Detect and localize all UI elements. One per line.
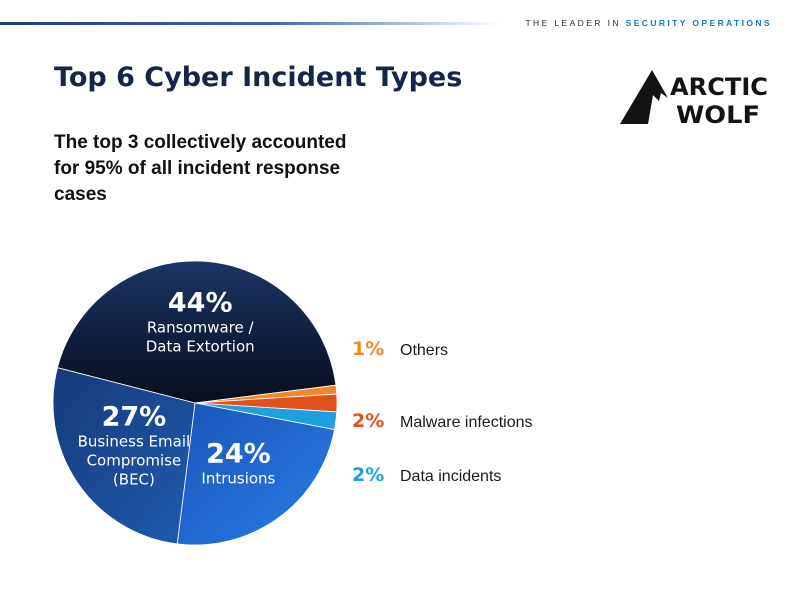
legend-label: Malware infections (400, 414, 533, 431)
pie-slice-bec (52, 367, 196, 545)
legend-label: Others (400, 342, 449, 359)
tagline-prefix: THE LEADER IN (525, 18, 621, 28)
pie-slice-ransomware (56, 260, 337, 404)
slice-category-label-bec: Compromise (87, 452, 182, 470)
legend-pct: 2% (352, 410, 385, 432)
logo-line-1: ARCTIC (670, 73, 768, 101)
slice-pct-label-bec: 27% (102, 402, 167, 433)
legend-pct: 2% (352, 464, 385, 486)
tagline: THE LEADER IN SECURITY OPERATIONS (525, 18, 772, 28)
header-rule (0, 22, 500, 25)
slice-pct-label-ransomware: 44% (168, 287, 233, 318)
slice-category-label-bec: (BEC) (113, 471, 155, 489)
page-title: Top 6 Cyber Incident Types (54, 62, 463, 93)
slice-category-label-ransomware: Ransomware / (147, 318, 255, 336)
slice-pct-label-intrusions: 24% (206, 439, 271, 470)
pie-chart: 44%Ransomware /Data Extortion 24%Intrusio… (52, 260, 338, 546)
legend-pct: 1% (352, 338, 385, 360)
slice-category-label-bec: Business Email (78, 433, 191, 451)
legend-label: Data incidents (400, 468, 502, 485)
logo-line-2: WOLF (676, 101, 760, 126)
arctic-wolf-logo: ARCTIC WOLF (620, 70, 768, 126)
pie-slice-intrusions (176, 402, 335, 546)
subtitle: The top 3 collectively accounted for 95%… (54, 132, 347, 205)
tagline-accent: SECURITY OPERATIONS (625, 18, 772, 28)
slice-category-label-ransomware: Data Extortion (146, 337, 255, 355)
slice-category-label-intrusions: Intrusions (201, 470, 275, 488)
wolf-logo-icon (620, 70, 668, 124)
